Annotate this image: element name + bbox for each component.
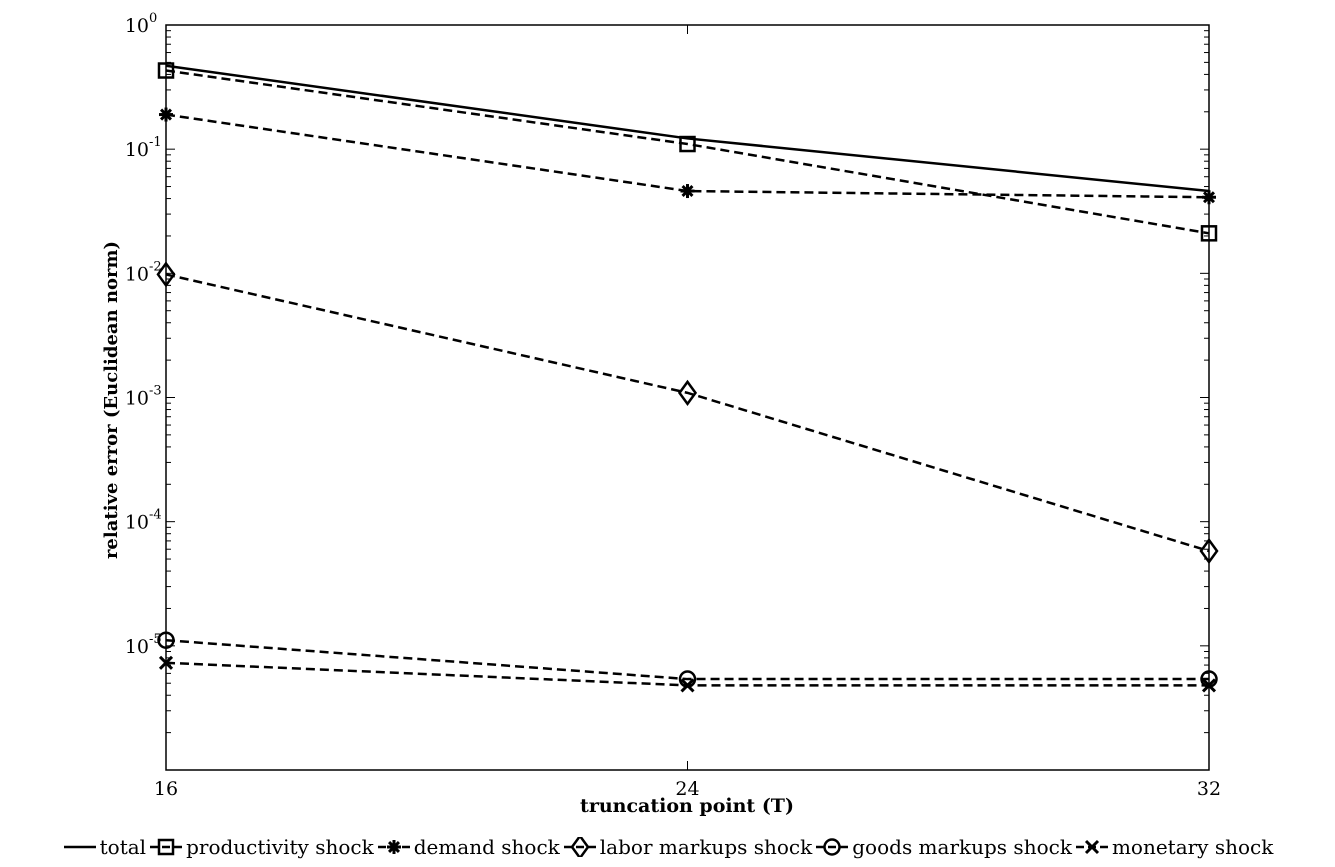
data-point-square <box>679 135 696 153</box>
legend-label: goods markups shock <box>852 835 1072 859</box>
y-tick-base: 10 <box>125 139 149 161</box>
legend-diamond-marker-icon <box>563 837 596 857</box>
series-line-total <box>165 64 1210 193</box>
x-tick-label: 16 <box>154 778 178 800</box>
y-tick-exponent: -3 <box>149 384 162 399</box>
series-line-labor-markups-shock <box>165 273 1210 553</box>
y-tick-exponent: -1 <box>149 135 162 150</box>
series-layer <box>156 62 1219 693</box>
data-point-asterisk <box>386 840 401 854</box>
legend-item-labor-markups-shock: labor markups shock <box>562 835 812 859</box>
legend-label: total <box>99 835 147 859</box>
y-tick-base: 10 <box>125 388 149 410</box>
series-line-goods-markups-shock <box>165 638 1209 681</box>
series-monetary-shock <box>158 655 1217 693</box>
y-tick-base: 10 <box>125 263 149 285</box>
data-point-circle <box>823 838 841 856</box>
y-tick-base: 10 <box>125 15 149 37</box>
series-line-productivity-shock <box>165 69 1210 235</box>
legend-item-demand-shock: demand shock <box>376 835 560 859</box>
legend-item-total: total <box>62 835 146 859</box>
y-tick-exponent: -5 <box>149 632 162 647</box>
plot-frame <box>165 24 1210 771</box>
series-total <box>165 64 1210 193</box>
legend-square-marker-icon <box>150 838 183 856</box>
series-line-monetary-shock <box>165 661 1209 687</box>
x-tick-label: 32 <box>1197 778 1221 800</box>
y-tick-exponent: -4 <box>149 508 162 523</box>
legend-x-marker-icon <box>1075 839 1108 855</box>
y-tick-base: 10 <box>125 512 149 534</box>
y-tick-label: 10 0 <box>125 11 157 37</box>
legend-label: demand shock <box>413 835 560 859</box>
y-tick-exponent: 0 <box>149 11 157 26</box>
y-axis-label: relative error (Euclidean norm) <box>101 241 122 559</box>
series-labor-markups-shock <box>156 261 1219 565</box>
legend-label: productivity shock <box>186 835 374 859</box>
legend-label: monetary shock <box>1111 835 1274 859</box>
series-line-demand-shock <box>165 113 1210 199</box>
y-tick-label: 10 -3 <box>125 384 162 410</box>
x-tick-labels: 16 24 32 <box>154 778 1221 800</box>
legend-item-monetary-shock: monetary shock <box>1074 835 1273 859</box>
x-axis-label: truncation point (T) <box>580 795 794 817</box>
y-tick-exponent: -2 <box>149 259 162 274</box>
series-goods-markups-shock <box>157 631 1218 688</box>
legend-label: labor markups shock <box>599 835 813 859</box>
data-point-x <box>680 678 695 693</box>
legend-asterisk-marker-icon <box>377 840 410 854</box>
series-productivity-shock <box>157 62 1218 242</box>
data-point-square <box>157 838 175 856</box>
data-point-x <box>1084 839 1099 855</box>
series-demand-shock <box>159 107 1216 205</box>
y-tick-label: 10 -2 <box>125 259 162 285</box>
legend-circle-marker-icon <box>816 838 849 856</box>
data-point-diamond <box>677 379 698 406</box>
data-point-asterisk <box>680 184 695 199</box>
legend-item-productivity-shock: productivity shock <box>148 835 374 859</box>
legend-line-solid-icon <box>63 845 96 849</box>
y-tick-label: 10 -1 <box>125 135 162 161</box>
y-tick-label: 10 -5 <box>125 632 162 658</box>
data-point-diamond <box>570 837 590 857</box>
legend: total productivity shock demand shock la… <box>0 830 1335 864</box>
y-tick-base: 10 <box>125 636 149 658</box>
legend-item-goods-markups-shock: goods markups shock <box>814 835 1072 859</box>
y-tick-label: 10 -4 <box>125 508 162 534</box>
x-tick-label: 24 <box>675 778 699 800</box>
